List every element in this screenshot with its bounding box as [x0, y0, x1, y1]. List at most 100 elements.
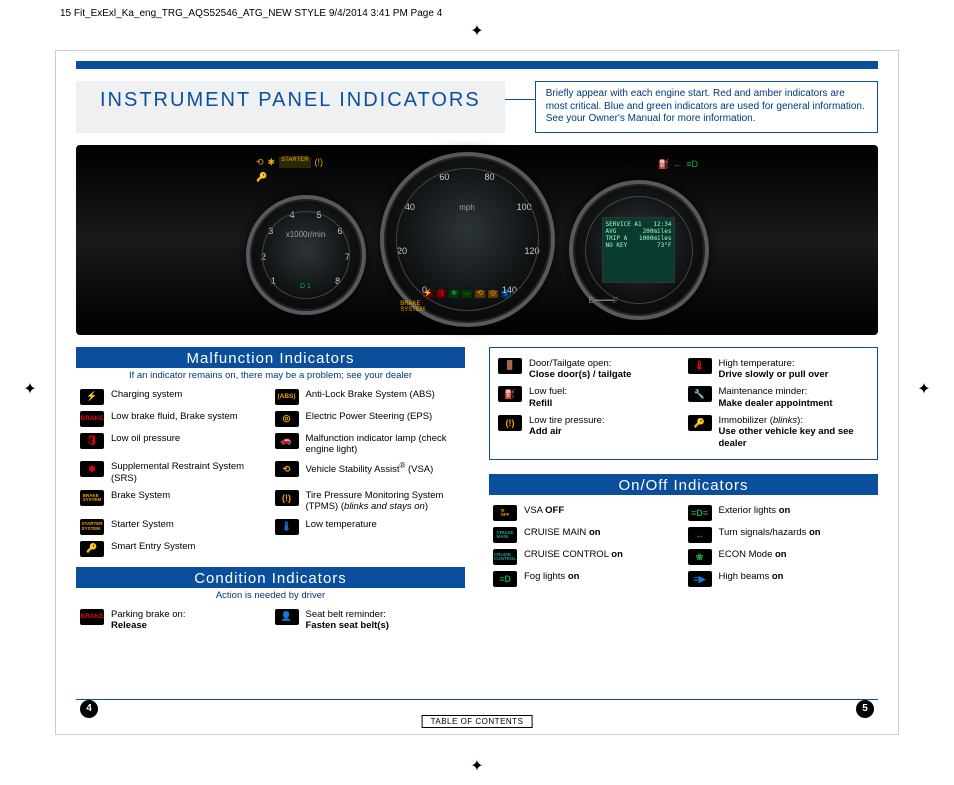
gauge-numeral: 60 — [439, 172, 449, 182]
leader-line — [505, 99, 535, 133]
indicator-item: 🔑Immobilizer (blinks):Use other vehicle … — [688, 415, 870, 449]
indicator-text: Maintenance minder:Make dealer appointme… — [719, 386, 833, 409]
indicator-icon: CRUISE CONTROL — [493, 549, 517, 565]
speedometer: mph ⚡ 🛢 ❀ ↔ ⟲ ◎ 🌡 BRAKESYSTEM 0204060801… — [380, 152, 555, 327]
indicator-item: 👤Seat belt reminder:Fasten seat belt(s) — [275, 609, 462, 632]
gauge-numeral: 140 — [502, 285, 517, 295]
indicator-item: ⟲Vehicle Stability Assist® (VSA) — [275, 461, 462, 484]
indicator-text: Smart Entry System — [111, 541, 195, 552]
title-row: INSTRUMENT PANEL INDICATORS Briefly appe… — [76, 81, 878, 133]
indicator-item: 🛢Low oil pressure — [80, 433, 267, 456]
indicator-text: Electric Power Steering (EPS) — [306, 411, 433, 422]
indicator-item: ≡▶ High beams on — [688, 571, 875, 587]
indicator-text: High beams on — [719, 571, 784, 582]
indicator-item: 🌡High temperature:Drive slowly or pull o… — [688, 358, 870, 381]
gauge-numeral: 120 — [524, 246, 539, 256]
indicator-icon: ≡▶ — [688, 571, 712, 587]
gauge-numeral: 2 — [261, 252, 266, 262]
gauge-numeral: 7 — [345, 252, 350, 262]
intro-box: Briefly appear with each engine start. R… — [535, 81, 878, 133]
indicator-item: BRAKEParking brake on:Release — [80, 609, 267, 632]
gauge-numeral: 8 — [335, 276, 340, 286]
malfunction-head: Malfunction Indicators — [76, 347, 465, 368]
condition-sub: Action is needed by driver — [76, 590, 465, 601]
indicator-text: CRUISE MAIN on — [524, 527, 601, 538]
page-number-left: 4 — [80, 700, 98, 718]
right-column: 🚪Door/Tailgate open:Close door(s) / tail… — [489, 347, 878, 642]
onoff-grid: ⟲ OFFVSA OFF≡D≡Exterior lights onCRUISE … — [489, 505, 878, 597]
indicator-text: Starter System — [111, 519, 174, 530]
footer-rule — [76, 699, 878, 700]
regmark: ✦ — [467, 22, 487, 42]
gauge-numeral: 100 — [517, 202, 532, 212]
indicator-item: 🚪Door/Tailgate open:Close door(s) / tail… — [498, 358, 680, 381]
indicator-item: (!)Tire Pressure Monitoring System (TPMS… — [275, 490, 462, 513]
info-gauge: SERVICE A112:34AVG200milesTRIP A1000mile… — [569, 180, 709, 320]
instrument-cluster: ⟲✱ STARTER (!)🔑 ⛽← ≡D x1000r/min D 1 123… — [76, 145, 878, 335]
indicator-item: (ABS)Anti-Lock Brake System (ABS) — [275, 389, 462, 405]
indicator-icon: ⚡ — [80, 389, 104, 405]
gauge-numeral: 3 — [268, 226, 273, 236]
rpm-unit: x1000r/min — [250, 230, 362, 239]
regmark: ✦ — [20, 380, 40, 400]
indicator-icon: BRAKE — [80, 609, 104, 625]
indicator-item: STARTER SYSTEM Starter System — [80, 519, 267, 535]
indicator-item: ⚡ Charging system — [80, 389, 267, 405]
regmark: ✦ — [914, 380, 934, 400]
onoff-head: On/Off Indicators — [489, 474, 878, 495]
indicator-item: (!) Low tire pressure:Add air — [498, 415, 680, 449]
malfunction-grid: ⚡ Charging system (ABS)Anti-Lock Brake Sys… — [76, 389, 465, 567]
regmark: ✦ — [467, 757, 487, 777]
indicator-icon: (!) — [498, 415, 522, 431]
indicator-icon: CRUISE MAIN — [493, 527, 517, 543]
indicator-text: CRUISE CONTROL on — [524, 549, 623, 560]
indicator-icon: 🛢 — [80, 433, 104, 449]
indicator-icon: 🔑 — [688, 415, 712, 431]
indicator-text: Low tire pressure:Add air — [529, 415, 605, 438]
indicator-text: Supplemental Restraint System (SRS) — [111, 461, 267, 484]
indicator-text: Brake System — [111, 490, 170, 501]
indicator-icon: (!) — [275, 490, 299, 506]
print-slug: 15 Fit_ExExl_Ka_eng_TRG_AQS52546_ATG_NEW… — [60, 8, 442, 19]
toc-link[interactable]: TABLE OF CONTENTS — [422, 715, 533, 728]
condition-grid: BRAKEParking brake on:Release 👤Seat belt … — [76, 609, 465, 642]
gauge-numeral: 40 — [405, 202, 415, 212]
indicator-text: Low fuel:Refill — [529, 386, 567, 409]
indicator-item: ≡DFog lights on — [493, 571, 680, 587]
indicator-icon: STARTER SYSTEM — [80, 519, 104, 535]
indicator-item: CRUISE CONTROL CRUISE CONTROL on — [493, 549, 680, 565]
condition-head: Condition Indicators — [76, 567, 465, 588]
indicator-text: Seat belt reminder:Fasten seat belt(s) — [306, 609, 389, 632]
speed-unit: mph — [384, 203, 551, 212]
indicator-item: ❀ECON Mode on — [688, 549, 875, 565]
indicator-item: ⛽ Low fuel:Refill — [498, 386, 680, 409]
indicator-text: Charging system — [111, 389, 182, 400]
page-spread: INSTRUMENT PANEL INDICATORS Briefly appe… — [55, 50, 899, 735]
indicator-icon: 🔑 — [80, 541, 104, 557]
indicator-item: 🌡Low temperature — [275, 519, 462, 535]
condition-right-box: 🚪Door/Tailgate open:Close door(s) / tail… — [489, 347, 878, 461]
indicator-icon: ⛽ — [498, 386, 522, 402]
condition-right-grid: 🚪Door/Tailgate open:Close door(s) / tail… — [498, 358, 869, 450]
cluster-icons-left: ⟲✱ STARTER (!)🔑 — [256, 157, 336, 183]
gauge-numeral: 80 — [485, 172, 495, 182]
indicator-icon: ❀ — [688, 549, 712, 565]
indicator-text: Low brake fluid, Brake system — [111, 411, 238, 422]
indicator-icon: ≡D — [493, 571, 517, 587]
gauge-numeral: 20 — [397, 246, 407, 256]
indicator-text: Malfunction indicator lamp (check engine… — [306, 433, 462, 456]
malfunction-sub: If an indicator remains on, there may be… — [76, 370, 465, 381]
gauge-numeral: 5 — [316, 210, 321, 220]
indicator-icon: BRAKE — [80, 411, 104, 427]
lcd-screen: SERVICE A112:34AVG200milesTRIP A1000mile… — [602, 217, 676, 283]
indicator-icon: ↔ — [688, 527, 712, 543]
indicator-icon: ◎ — [275, 411, 299, 427]
indicator-icon: 🌡 — [688, 358, 712, 374]
indicator-icon: BRAKE SYSTEM — [80, 490, 104, 506]
indicator-icon: 🔧 — [688, 386, 712, 402]
content-row: Malfunction Indicators If an indicator r… — [76, 347, 878, 642]
gauge-numeral: 4 — [290, 210, 295, 220]
page-title: INSTRUMENT PANEL INDICATORS — [76, 81, 505, 133]
indicator-icon: 🚗 — [275, 433, 299, 449]
indicator-item: 🔑 Smart Entry System — [80, 541, 267, 557]
